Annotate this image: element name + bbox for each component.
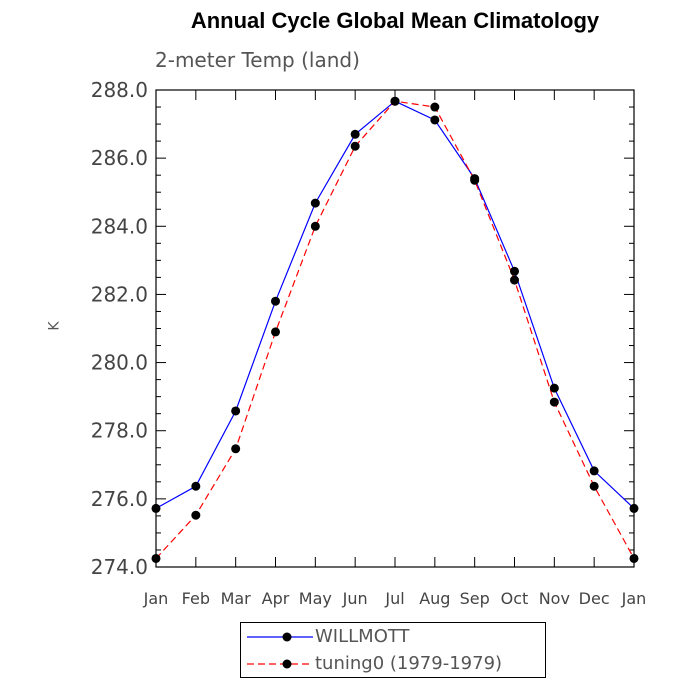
data-point-series-1: [271, 327, 280, 337]
y-tick-label: 288.0: [91, 78, 148, 102]
data-point-series-0: [430, 115, 440, 125]
legend-entry-tuning0: tuning0 (1979-1979): [241, 651, 545, 677]
data-point-series-1: [470, 175, 480, 185]
chart-subtitle: 2-meter Temp (land): [155, 48, 360, 72]
legend-swatch-tuning0: [247, 659, 313, 669]
x-tick-label: Jan: [143, 589, 169, 608]
x-tick-label: May: [299, 589, 332, 608]
x-tick-label: Oct: [501, 589, 529, 608]
legend: WILLMOTT tuning0 (1979-1979): [240, 622, 546, 678]
legend-swatch-willmott: [247, 632, 313, 642]
data-point-series-1: [231, 444, 241, 454]
x-tick-label: Sep: [460, 589, 490, 608]
data-point-series-0: [549, 383, 559, 393]
x-tick-label: Dec: [579, 589, 610, 608]
x-tick-label: Feb: [182, 589, 210, 608]
plot-axes: [155, 89, 635, 568]
data-point-series-1: [350, 141, 360, 151]
data-point-series-1: [430, 102, 440, 112]
data-point-series-1: [510, 275, 519, 285]
data-point-series-0: [350, 129, 360, 139]
plot-frame: [155, 89, 635, 568]
y-tick-label: 274.0: [91, 555, 148, 579]
x-tick-label: Mar: [221, 589, 252, 608]
data-point-series-0: [629, 503, 639, 513]
series-line-1: [155, 100, 635, 559]
tick-labels: 274.0 276.0 278.0 280.0 282.0 284.0 286.0 288.0…: [91, 78, 647, 608]
x-tick-label: Apr: [262, 589, 290, 608]
y-tick-label: 282.0: [91, 282, 148, 306]
data-point-series-0: [191, 481, 201, 491]
data-point-series-1: [151, 553, 161, 563]
data-point-series-1: [589, 481, 599, 491]
data-point-series-0: [231, 406, 241, 416]
data-point-series-1: [629, 553, 639, 563]
data-point-series-0: [510, 266, 519, 276]
chart-title: Annual Cycle Global Mean Climatology: [190, 8, 600, 33]
data-point-series-1: [390, 96, 400, 106]
data-point-series-1: [191, 510, 201, 520]
data-point-series-0: [151, 503, 161, 513]
data-point-series-0: [310, 198, 320, 208]
data-point-series-1: [549, 397, 559, 407]
x-tick-label: Jan: [621, 589, 647, 608]
x-tick-label: Jul: [384, 589, 404, 608]
y-tick-label: 286.0: [91, 146, 148, 170]
data-point-series-0: [589, 466, 599, 476]
legend-entry-willmott: WILLMOTT: [241, 624, 545, 650]
data-point-series-1: [310, 221, 320, 231]
plot-series: [151, 96, 639, 563]
x-tick-label: Nov: [539, 589, 570, 608]
y-tick-label: 284.0: [91, 214, 148, 238]
y-tick-label: 278.0: [91, 419, 148, 443]
data-point-series-0: [271, 296, 280, 306]
legend-label-tuning0: tuning0 (1979-1979): [315, 653, 503, 674]
y-tick-label: 276.0: [91, 487, 148, 511]
y-tick-label: 280.0: [91, 351, 148, 375]
legend-label-willmott: WILLMOTT: [315, 626, 410, 647]
series-line-0: [155, 100, 635, 509]
x-tick-label: Aug: [419, 589, 450, 608]
x-tick-label: Jun: [342, 589, 368, 608]
